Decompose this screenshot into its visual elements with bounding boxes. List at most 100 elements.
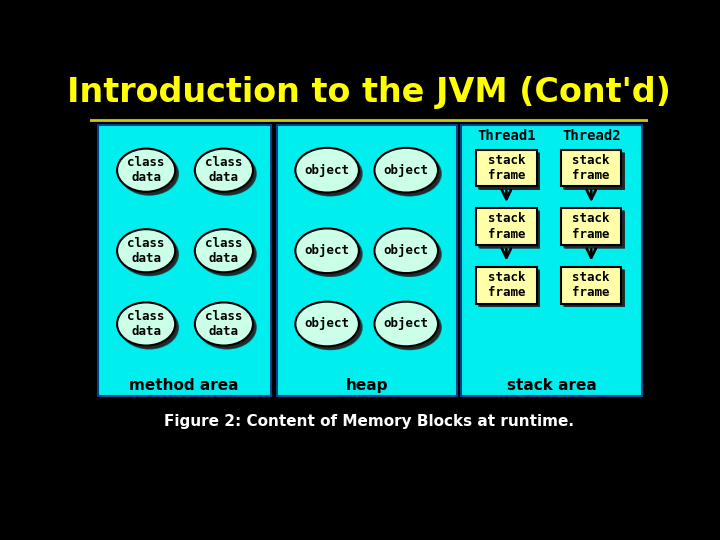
Text: Figure 2: Content of Memory Blocks at runtime.: Figure 2: Content of Memory Blocks at ru… — [164, 414, 574, 429]
Bar — [480, 211, 540, 247]
Ellipse shape — [197, 152, 256, 195]
Ellipse shape — [199, 306, 257, 349]
Ellipse shape — [377, 232, 441, 276]
Bar — [98, 125, 271, 396]
Bar — [479, 269, 539, 306]
Ellipse shape — [197, 152, 256, 195]
Text: class
data: class data — [127, 310, 165, 338]
Ellipse shape — [120, 233, 178, 276]
Bar — [479, 153, 539, 190]
Ellipse shape — [121, 232, 179, 275]
Ellipse shape — [377, 232, 441, 277]
Bar — [480, 153, 541, 190]
Ellipse shape — [377, 152, 441, 197]
Bar — [480, 211, 540, 248]
Bar — [565, 153, 626, 190]
Ellipse shape — [299, 232, 362, 277]
Ellipse shape — [300, 152, 363, 197]
Bar — [480, 212, 540, 249]
Bar — [480, 152, 540, 189]
Bar — [561, 267, 621, 303]
Ellipse shape — [121, 233, 179, 276]
Bar — [479, 152, 539, 189]
Ellipse shape — [195, 229, 253, 272]
Bar — [564, 269, 624, 306]
Text: object: object — [384, 318, 428, 330]
Text: Thread1: Thread1 — [477, 130, 536, 144]
Ellipse shape — [120, 306, 178, 349]
Bar — [476, 267, 536, 303]
Ellipse shape — [195, 302, 253, 346]
Ellipse shape — [374, 228, 438, 273]
Text: object: object — [384, 244, 428, 257]
Ellipse shape — [378, 151, 442, 195]
Ellipse shape — [120, 306, 179, 349]
Ellipse shape — [300, 305, 363, 349]
Ellipse shape — [197, 232, 256, 275]
Bar — [480, 269, 540, 307]
Ellipse shape — [374, 302, 438, 346]
Bar — [563, 153, 624, 190]
Bar — [565, 271, 626, 307]
Text: method area: method area — [130, 377, 239, 393]
Text: object: object — [305, 164, 350, 177]
Ellipse shape — [117, 148, 175, 192]
Ellipse shape — [199, 306, 257, 349]
Ellipse shape — [120, 152, 178, 195]
Bar — [476, 150, 536, 186]
Ellipse shape — [117, 302, 175, 346]
Ellipse shape — [120, 232, 179, 275]
Ellipse shape — [378, 305, 442, 349]
Bar — [480, 271, 540, 307]
Ellipse shape — [198, 152, 256, 195]
Ellipse shape — [120, 152, 179, 195]
Ellipse shape — [121, 306, 179, 349]
Ellipse shape — [295, 228, 359, 273]
Bar — [561, 208, 621, 245]
Bar — [479, 211, 539, 247]
Text: class
data: class data — [127, 156, 165, 184]
Ellipse shape — [120, 306, 179, 349]
Ellipse shape — [199, 152, 257, 195]
Ellipse shape — [297, 232, 361, 276]
Bar — [564, 271, 624, 307]
Bar — [564, 211, 624, 247]
Ellipse shape — [197, 233, 256, 276]
Text: stack
frame: stack frame — [487, 154, 525, 182]
Ellipse shape — [299, 152, 362, 197]
Ellipse shape — [377, 305, 441, 349]
Text: stack area: stack area — [507, 377, 596, 393]
Ellipse shape — [299, 306, 362, 350]
Ellipse shape — [300, 151, 363, 195]
Bar — [563, 269, 624, 306]
Bar — [480, 212, 541, 249]
Ellipse shape — [377, 232, 441, 276]
Ellipse shape — [377, 306, 441, 350]
Ellipse shape — [299, 232, 362, 276]
Ellipse shape — [377, 305, 441, 349]
Ellipse shape — [374, 148, 438, 193]
Text: heap: heap — [346, 377, 388, 393]
Ellipse shape — [120, 232, 178, 275]
Bar — [476, 208, 536, 245]
Ellipse shape — [120, 152, 179, 195]
Bar — [564, 212, 624, 249]
Bar — [480, 269, 540, 306]
Bar — [561, 150, 621, 186]
Bar — [564, 153, 624, 190]
Text: stack
frame: stack frame — [572, 271, 610, 299]
Bar — [480, 211, 541, 248]
Ellipse shape — [378, 232, 442, 276]
Bar — [563, 211, 624, 247]
Ellipse shape — [198, 306, 256, 349]
Bar — [276, 125, 456, 396]
Bar — [565, 211, 626, 248]
Ellipse shape — [377, 151, 441, 195]
Ellipse shape — [297, 151, 361, 195]
Bar — [480, 271, 541, 307]
Ellipse shape — [198, 232, 256, 275]
Bar — [480, 153, 541, 190]
Bar — [564, 152, 624, 189]
Ellipse shape — [377, 306, 441, 350]
Bar — [565, 153, 626, 190]
